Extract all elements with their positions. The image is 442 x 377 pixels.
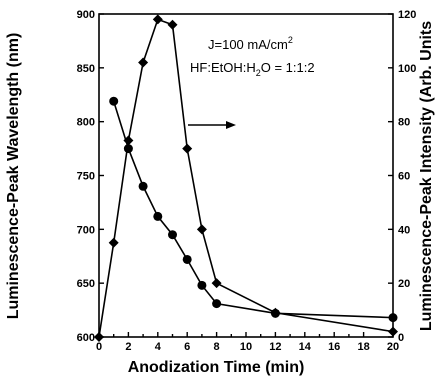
circle-marker [153,211,163,221]
y-left-tick-label: 600 [77,332,95,344]
x-axis-title: Anodization Time (min) [128,359,305,376]
annotation-subscript: 2 [256,68,261,78]
annotation-solution-text: HF:EtOH:H [190,60,256,75]
x-tick-label: 16 [328,341,340,353]
circle-marker [197,280,207,290]
diamond-marker [108,237,119,248]
diamond-marker [196,224,207,235]
annotation-current-density: J=100 mA/cm2 [208,35,293,52]
diamond-marker [388,326,398,337]
y-left-tick-label: 850 [77,63,95,75]
diamond-marker [167,19,178,30]
right-arrow [188,121,236,129]
y-axis-title-left: Luminescence-Peak Wavelength (nm) [5,33,22,320]
diamond-marker [138,57,149,68]
x-tick-label: 0 [96,341,102,353]
diamond-marker [123,135,134,146]
y-left-tick-label: 800 [77,117,95,129]
ticks: 0 2 4 6 8 10 12 14 16 18 2060065070075080085090002… [77,9,417,353]
y-right-tick-label: 40 [398,224,410,236]
y-left-tick-label: 650 [77,278,95,290]
x-tick-label: 4 [155,341,162,353]
circle-marker [182,254,192,264]
x-tick-label: 10 [240,341,252,353]
circle-marker [388,313,398,323]
y-axis-title-right: Luminescence-Peak Intensity (Arb. Units [418,21,435,331]
y-right-tick-label: 60 [398,171,410,183]
diamond-marker [152,14,163,25]
y-right-tick-label: 0 [398,332,404,344]
series [94,14,398,342]
diamond-marker [270,307,281,318]
x-tick-label: 14 [299,341,312,353]
circle-marker [212,299,222,309]
diamond-marker [94,332,104,342]
series-line-1 [112,100,394,319]
x-tick-label: 6 [184,341,190,353]
circle-marker [138,181,148,191]
y-right-tick-label: 100 [398,63,416,75]
circle-marker [109,96,119,106]
y-left-tick-label: 700 [77,224,95,236]
annotation-superscript: 2 [288,35,293,45]
y-left-tick-label: 900 [77,9,95,21]
x-tick-label: 20 [387,341,399,353]
x-tick-label: 8 [214,341,220,353]
y-right-tick-label: 20 [398,278,410,290]
y-right-tick-label: 80 [398,117,410,129]
annotation-solution: HF:EtOH:H2O = 1:1:2 [190,60,315,78]
x-tick-label: 18 [357,341,369,353]
diamond-marker [182,143,193,154]
x-tick-label: 12 [269,341,281,353]
circle-marker [168,230,177,240]
x-tick-label: 2 [125,341,131,353]
diamond-marker [211,278,222,289]
annotation-current-density-text: J=100 mA/cm [208,37,288,52]
annotation-solution-ratio: O = 1:1:2 [261,60,315,75]
y-left-tick-label: 750 [77,171,95,183]
y-right-tick-label: 120 [398,9,416,21]
